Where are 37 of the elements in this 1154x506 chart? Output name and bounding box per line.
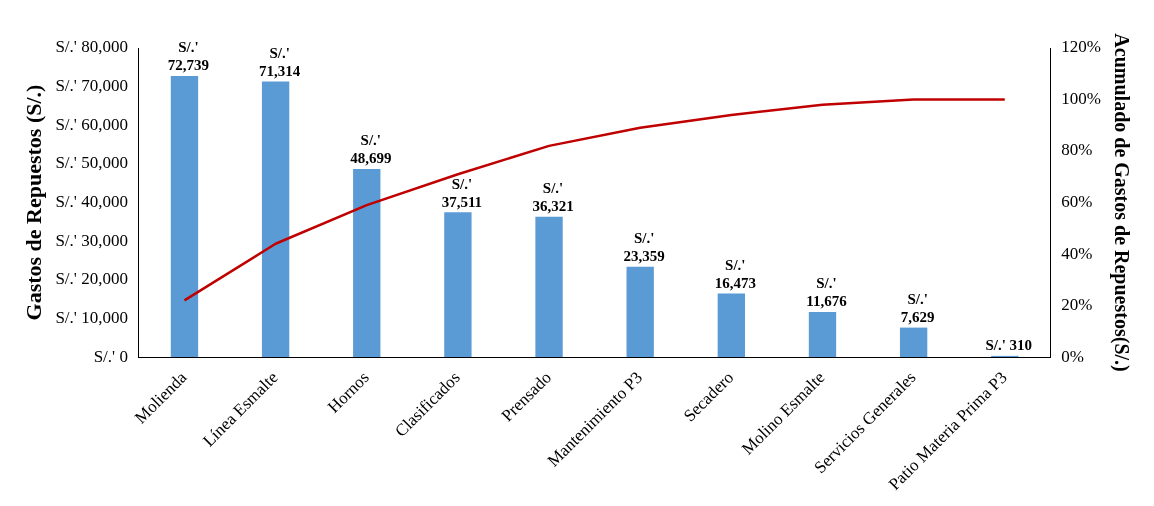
y2-tick-label: 60% — [1061, 192, 1093, 211]
data-label: S/.' 7,629 — [900, 290, 935, 325]
data-label: S/.' 11,676 — [806, 275, 848, 310]
bar — [717, 293, 745, 358]
y-axis-title: Gastos de Repuestos (S/.) — [20, 84, 46, 321]
data-label: S/.' 36,321 — [532, 180, 574, 215]
y2-tick-label: 40% — [1061, 243, 1093, 263]
data-label: S/.' 37,511 — [441, 175, 483, 210]
y-tick-label: S/.' 20,000 — [55, 269, 128, 289]
bar — [899, 327, 928, 358]
y2-tick-label: 20% — [1061, 295, 1093, 315]
data-label: S/.' 72,739 — [167, 39, 210, 74]
bar — [808, 311, 837, 358]
y2-tick-label: 100% — [1061, 88, 1102, 108]
y2-tick-label: 120% — [1061, 37, 1102, 57]
bar — [261, 81, 290, 358]
y2-tick-label: 80% — [1061, 140, 1093, 160]
y-tick-label: S/.' 30,000 — [55, 230, 128, 250]
bar — [444, 212, 472, 358]
y-tick-label: S/.' 10,000 — [55, 307, 128, 327]
y-tick-label: S/.' 40,000 — [55, 192, 128, 211]
y-tick-label: S/.' 0 — [93, 346, 128, 366]
data-label: S/.' 71,314 — [258, 44, 301, 79]
y2-axis-title: Acumulado de Gastos de Repuestos(S/.) — [1109, 33, 1133, 372]
bar — [626, 266, 654, 358]
data-label: S/.' 310 — [985, 337, 1033, 354]
y2-tick-label: 0% — [1061, 346, 1085, 366]
y-tick-label: S/.' 50,000 — [55, 153, 128, 173]
data-label: S/.' 16,473 — [714, 256, 756, 291]
y-tick-label: S/.' 80,000 — [55, 37, 128, 57]
y-tick-label: S/.' 70,000 — [55, 76, 128, 96]
bar — [170, 76, 199, 358]
data-label: S/.' 23,359 — [623, 230, 665, 265]
data-label: S/.' 48,699 — [350, 132, 392, 167]
bar — [535, 216, 563, 358]
y-tick-label: S/.' 60,000 — [55, 114, 128, 134]
bar — [353, 168, 381, 358]
